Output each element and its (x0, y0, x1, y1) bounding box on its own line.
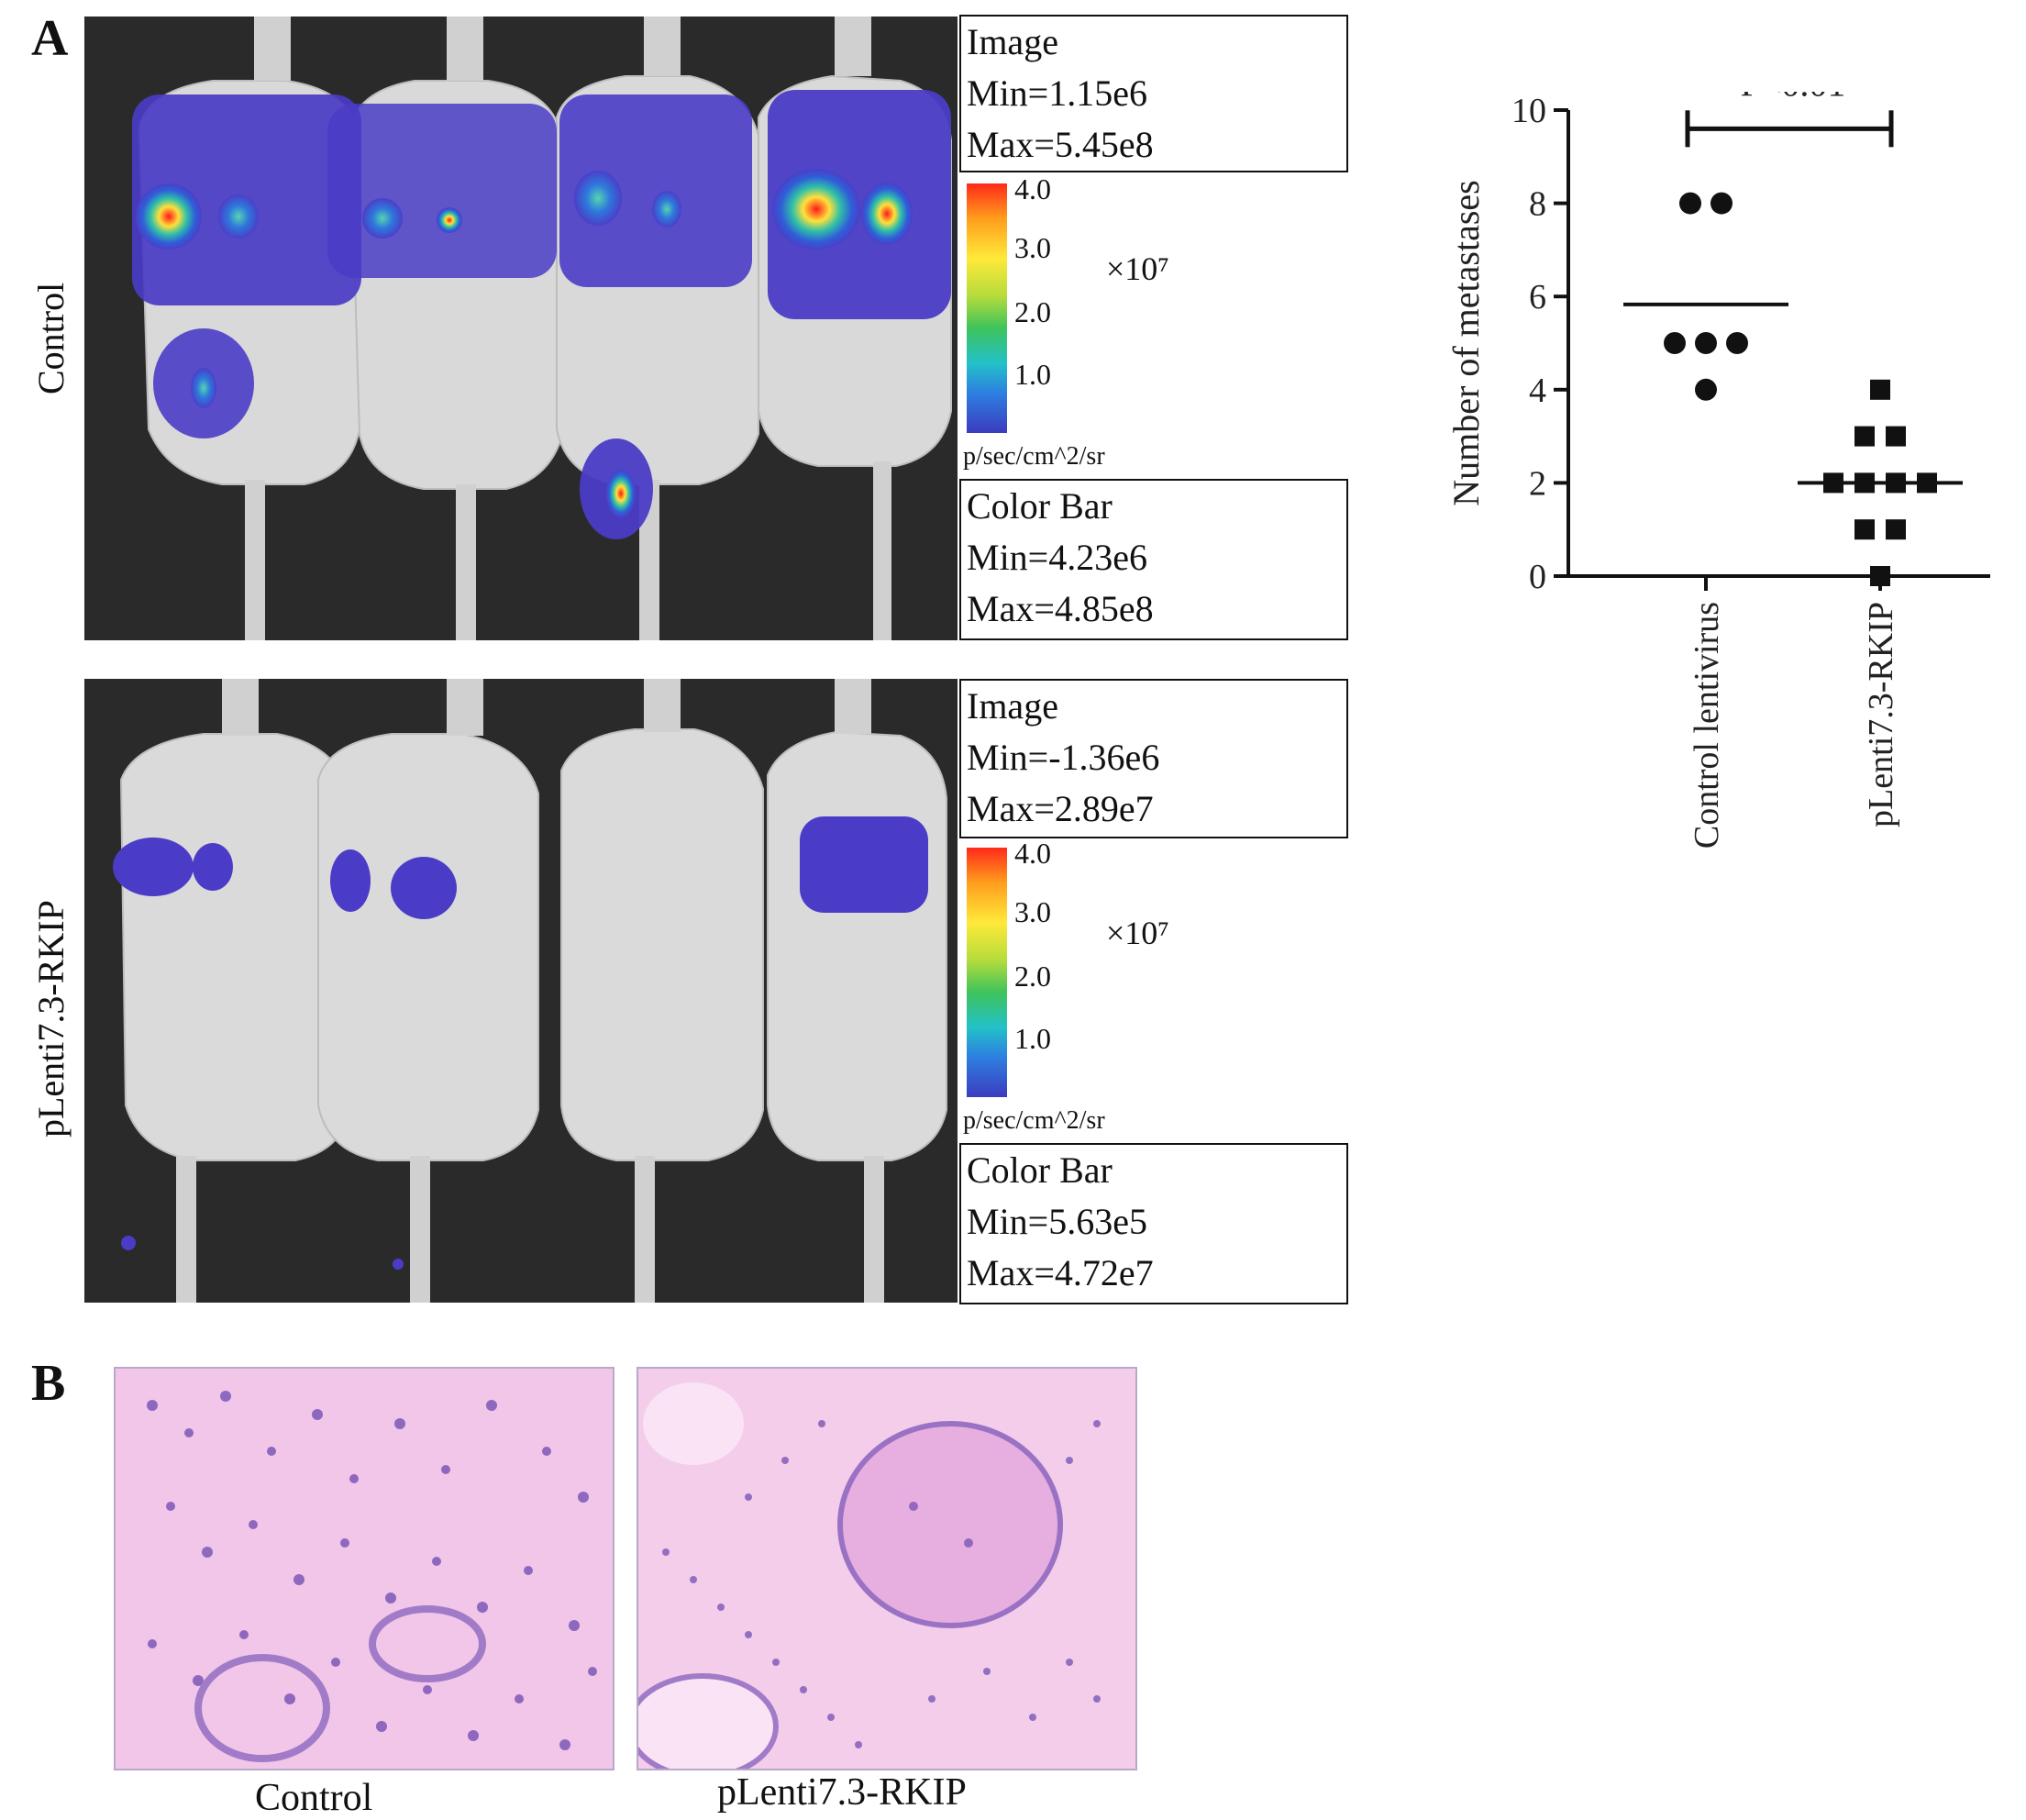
colorbar-info-box-rkip: Color Bar Min=5.63e5 Max=4.72e7 (959, 1143, 1348, 1304)
histology-texture-control (116, 1369, 613, 1769)
colorbar-tick: 3.0 (1014, 231, 1051, 264)
bli-mice-rkip (84, 679, 958, 1303)
colorbar-tick: 1.0 (1014, 1022, 1051, 1055)
colorbar-control (967, 183, 1007, 433)
colorbar-info-min: Min=4.23e6 (967, 537, 1147, 578)
image-info-box-control: Image Min=1.15e6 Max=5.45e8 (959, 15, 1348, 172)
y-tick-label: 10 (1511, 92, 1546, 130)
image-info-title: Image (967, 21, 1058, 62)
colorbar-unit: p/sec/cm^2/sr (963, 1106, 1105, 1135)
row-label-rkip: pLenti7.3-RKIP (30, 900, 72, 1138)
colorbar-info-title: Color Bar (967, 1149, 1113, 1191)
colorbar-unit: p/sec/cm^2/sr (963, 442, 1105, 471)
colorbar-rkip (967, 848, 1007, 1097)
colorbar-tick: 2.0 (1014, 295, 1051, 328)
histology-texture-rkip (638, 1369, 1135, 1769)
row-label-control: Control (30, 282, 72, 394)
data-point-circle (1695, 378, 1717, 401)
y-tick-label: 2 (1529, 464, 1546, 503)
histology-image-rkip (637, 1367, 1137, 1770)
colorbar-tick: 1.0 (1014, 358, 1051, 391)
y-tick-label: 0 (1529, 558, 1546, 596)
colorbar-multiplier: ×10⁷ (1106, 250, 1169, 287)
image-info-min: Min=1.15e6 (967, 72, 1147, 114)
panel-label-a: A (31, 10, 69, 67)
colorbar-info-title: Color Bar (967, 485, 1113, 527)
data-point-circle (1664, 332, 1686, 354)
data-point-square (1854, 519, 1875, 540)
metastases-chart: Number of metastases 0 2 4 6 8 10 Control len… (1445, 92, 1990, 849)
data-point-circle (1726, 332, 1748, 354)
data-point-square (1886, 426, 1906, 447)
colorbar-info-max: Max=4.72e7 (967, 1252, 1154, 1293)
data-point-circle (1710, 192, 1733, 215)
colorbar-info-box-control: Color Bar Min=4.23e6 Max=4.85e8 (959, 479, 1348, 640)
x-category-label: pLenti7.3-RKIP (1862, 602, 1900, 827)
colorbar-tick: 2.0 (1014, 960, 1051, 993)
data-point-square (1870, 566, 1890, 586)
panel-label-b: B (31, 1355, 66, 1412)
image-info-box-rkip: Image Min=-1.36e6 Max=2.89e7 (959, 679, 1348, 838)
data-point-circle (1679, 192, 1701, 215)
histology-caption-control: Control (255, 1777, 373, 1819)
significance-bracket: P<0.01 (1685, 92, 1894, 148)
x-category-label: Control lentivirus (1688, 602, 1726, 849)
y-tick-label: 8 (1529, 185, 1546, 224)
data-point-square (1854, 426, 1875, 447)
y-tick-label: 4 (1529, 372, 1546, 410)
mean-lines (1623, 302, 1963, 485)
x-category-labels: Control lentivirus pLenti7.3-RKIP (1688, 576, 1900, 849)
data-points (1664, 192, 1937, 586)
image-info-title: Image (967, 685, 1058, 727)
bli-mice-control (84, 17, 958, 640)
image-info-min: Min=-1.36e6 (967, 737, 1160, 778)
bli-image-control (84, 17, 958, 640)
p-value-annotation: P<0.01 (1741, 92, 1846, 104)
image-info-max: Max=2.89e7 (967, 788, 1154, 829)
colorbar-info-min: Min=5.63e5 (967, 1201, 1147, 1242)
colorbar-tick: 4.0 (1014, 837, 1051, 870)
colorbar-tick: 3.0 (1014, 895, 1051, 928)
y-tick-label: 6 (1529, 278, 1546, 316)
colorbar-tick: 4.0 (1014, 172, 1051, 205)
colorbar-multiplier: ×10⁷ (1106, 915, 1169, 951)
y-axis-label: Number of metastases (1445, 180, 1487, 505)
image-info-max: Max=5.45e8 (967, 124, 1154, 165)
y-ticks: 0 2 4 6 8 10 (1511, 92, 1568, 596)
colorbar-info-max: Max=4.85e8 (967, 588, 1154, 629)
bli-image-rkip (84, 679, 958, 1303)
data-point-square (1886, 519, 1906, 540)
data-point-square (1870, 379, 1890, 400)
histology-image-control (114, 1367, 614, 1770)
histology-caption-rkip: pLenti7.3-RKIP (717, 1771, 967, 1814)
data-point-circle (1695, 332, 1717, 354)
